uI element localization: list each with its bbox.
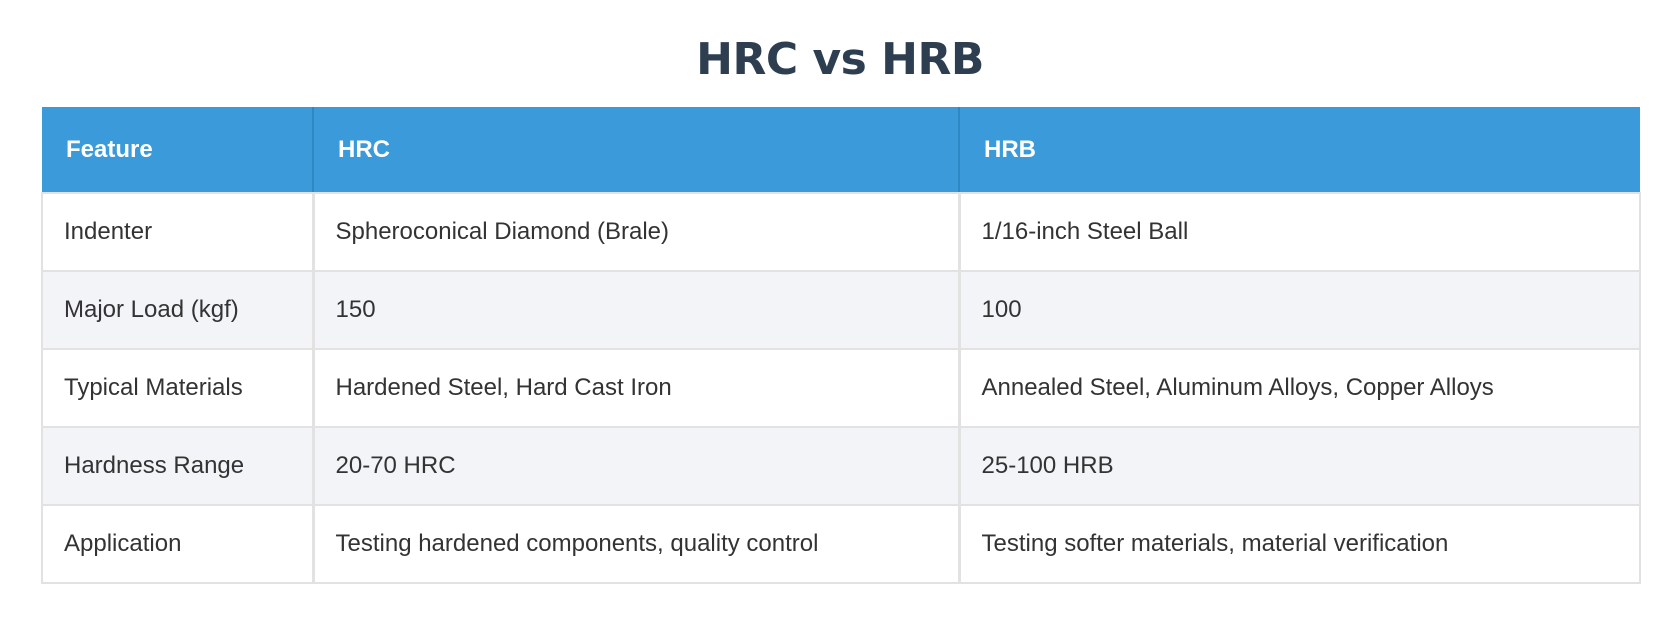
column-header-hrb: HRB — [959, 107, 1640, 193]
table-row: Major Load (kgf) 150 100 — [41, 270, 1641, 350]
column-header-hrc: HRC — [313, 107, 960, 193]
page-title: HRC vs HRB — [696, 34, 984, 85]
hrc-cell: Spheroconical Diamond (Brale) — [311, 192, 961, 272]
table-row: Indenter Spheroconical Diamond (Brale) 1… — [41, 192, 1641, 272]
column-header-feature: Feature — [42, 107, 314, 193]
comparison-table: Feature HRC HRB Indenter Spheroconical D… — [41, 107, 1641, 584]
feature-cell: Major Load (kgf) — [41, 270, 315, 350]
table-row: Hardness Range 20-70 HRC 25-100 HRB — [41, 426, 1641, 506]
hrb-cell: 1/16-inch Steel Ball — [957, 192, 1641, 272]
hrc-cell: Hardened Steel, Hard Cast Iron — [311, 348, 961, 428]
hrc-cell: 20-70 HRC — [311, 426, 961, 506]
hrc-cell: 150 — [311, 270, 961, 350]
table-row: Application Testing hardened components,… — [41, 504, 1641, 584]
hrc-cell: Testing hardened components, quality con… — [311, 504, 961, 584]
feature-cell: Hardness Range — [41, 426, 315, 506]
feature-cell: Typical Materials — [41, 348, 315, 428]
hrb-cell: 100 — [957, 270, 1641, 350]
feature-cell: Application — [41, 504, 315, 584]
table-header-row: Feature HRC HRB — [42, 107, 1640, 193]
table-row: Typical Materials Hardened Steel, Hard C… — [41, 348, 1641, 428]
hrb-cell: Annealed Steel, Aluminum Alloys, Copper … — [957, 348, 1641, 428]
hrb-cell: Testing softer materials, material verif… — [957, 504, 1641, 584]
hrb-cell: 25-100 HRB — [957, 426, 1641, 506]
feature-cell: Indenter — [41, 192, 315, 272]
